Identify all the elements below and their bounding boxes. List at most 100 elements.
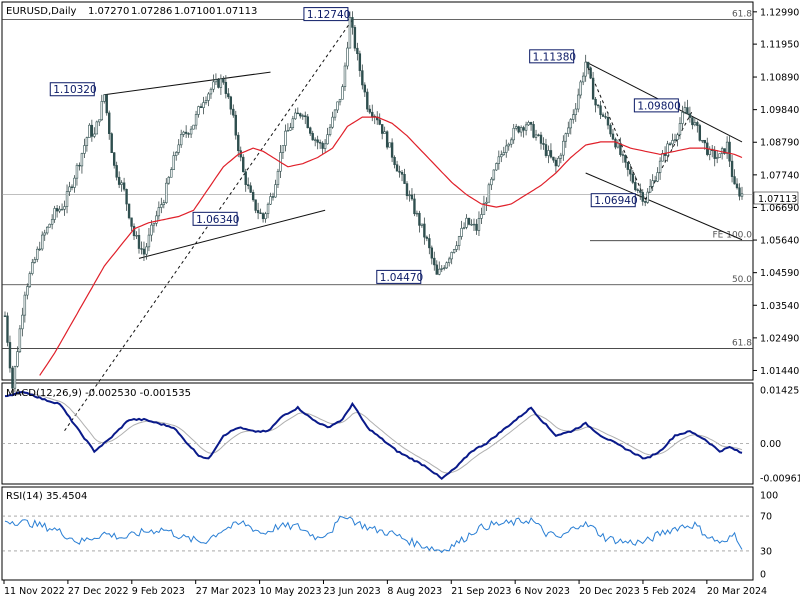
candle xyxy=(78,162,81,171)
candle xyxy=(512,123,515,144)
candle xyxy=(636,188,639,194)
candle-body xyxy=(594,98,597,106)
candle xyxy=(418,210,421,233)
candle-body xyxy=(569,119,572,129)
candle-body xyxy=(455,245,458,250)
candle xyxy=(105,94,108,116)
date-tick-label: 20 Dec 2023 xyxy=(579,586,640,597)
candle-body xyxy=(306,116,309,129)
candle xyxy=(137,228,141,254)
candle xyxy=(390,138,394,163)
candle xyxy=(289,122,292,131)
candle xyxy=(686,99,689,115)
candle xyxy=(519,125,523,137)
candle-body xyxy=(467,217,471,225)
candle-body xyxy=(95,121,99,135)
candle xyxy=(594,96,597,113)
candle xyxy=(532,121,535,139)
rsi-label: RSI(14) 35.4504 xyxy=(6,491,87,502)
candle xyxy=(125,188,128,211)
candle xyxy=(328,123,332,137)
candle xyxy=(572,109,575,124)
fib-level-label: 61.8 xyxy=(732,10,752,20)
candle xyxy=(194,110,198,130)
candle xyxy=(189,126,193,138)
chart-header-close: 1.07113 xyxy=(216,6,257,17)
candle-body xyxy=(103,94,106,102)
candle-body xyxy=(703,139,706,144)
macd-tick-label: -0.009617 xyxy=(760,474,800,485)
candle-body xyxy=(41,234,44,250)
candle xyxy=(480,207,483,225)
rsi-tick-label: 70 xyxy=(760,512,772,523)
candle xyxy=(554,157,558,173)
candle xyxy=(368,105,371,115)
candle-body xyxy=(673,139,677,141)
candle-body xyxy=(485,201,488,204)
candle-body xyxy=(539,134,543,144)
candle-body xyxy=(11,367,14,389)
candle xyxy=(457,235,461,251)
candle xyxy=(172,151,175,170)
candle xyxy=(701,139,704,144)
candle-body xyxy=(393,157,396,166)
candle-body xyxy=(127,203,131,219)
candle-body xyxy=(735,183,739,189)
candle xyxy=(631,170,635,185)
candle xyxy=(98,119,101,127)
candle xyxy=(291,115,295,131)
annotation-box xyxy=(49,82,95,97)
candle-body xyxy=(28,273,32,287)
candle-body xyxy=(266,203,270,215)
candle xyxy=(358,50,362,77)
fib-level-label: 61.8 xyxy=(732,338,752,348)
candle-body xyxy=(150,224,153,236)
candle-body xyxy=(701,139,704,142)
candle-body xyxy=(18,328,22,352)
candle xyxy=(63,200,66,216)
candle xyxy=(266,202,270,219)
annotation-box xyxy=(192,211,238,226)
candle xyxy=(460,220,463,240)
annotation-box xyxy=(633,98,679,113)
candle-body xyxy=(179,134,183,146)
date-tick-label: 5 Feb 2024 xyxy=(643,586,696,597)
candle-body xyxy=(356,47,359,54)
candle-body xyxy=(199,106,203,108)
candle-body xyxy=(296,112,300,115)
candle-body xyxy=(562,140,565,156)
candle xyxy=(13,365,17,393)
candle xyxy=(259,208,262,214)
last-price-label: 1.07113 xyxy=(758,194,797,205)
candle-body xyxy=(182,131,185,135)
candle-body xyxy=(378,119,381,125)
candle-body xyxy=(137,235,141,249)
candle-body xyxy=(517,126,520,133)
macd-label: MACD(12,26,9) -0.002530 -0.001535 xyxy=(6,388,191,399)
candle xyxy=(715,150,719,164)
candle xyxy=(192,124,195,130)
candle-body xyxy=(192,124,195,130)
candle-body xyxy=(403,174,406,184)
candle xyxy=(522,125,525,138)
candle xyxy=(601,112,605,117)
candle xyxy=(286,123,290,132)
candle xyxy=(333,109,337,121)
candle-body xyxy=(110,133,113,154)
candle-body xyxy=(415,212,419,215)
candle-body xyxy=(380,124,384,134)
candle xyxy=(214,73,218,86)
candle-body xyxy=(33,259,36,263)
candle xyxy=(304,111,307,125)
candle-body xyxy=(423,223,426,238)
candle xyxy=(55,205,59,218)
candle xyxy=(725,136,729,159)
candle xyxy=(48,223,51,228)
candle-body xyxy=(400,171,404,175)
candle xyxy=(222,76,225,85)
candle-body xyxy=(713,150,716,159)
candle-body xyxy=(291,118,295,129)
candle xyxy=(666,140,669,162)
candle xyxy=(718,153,721,158)
candle xyxy=(351,11,354,35)
